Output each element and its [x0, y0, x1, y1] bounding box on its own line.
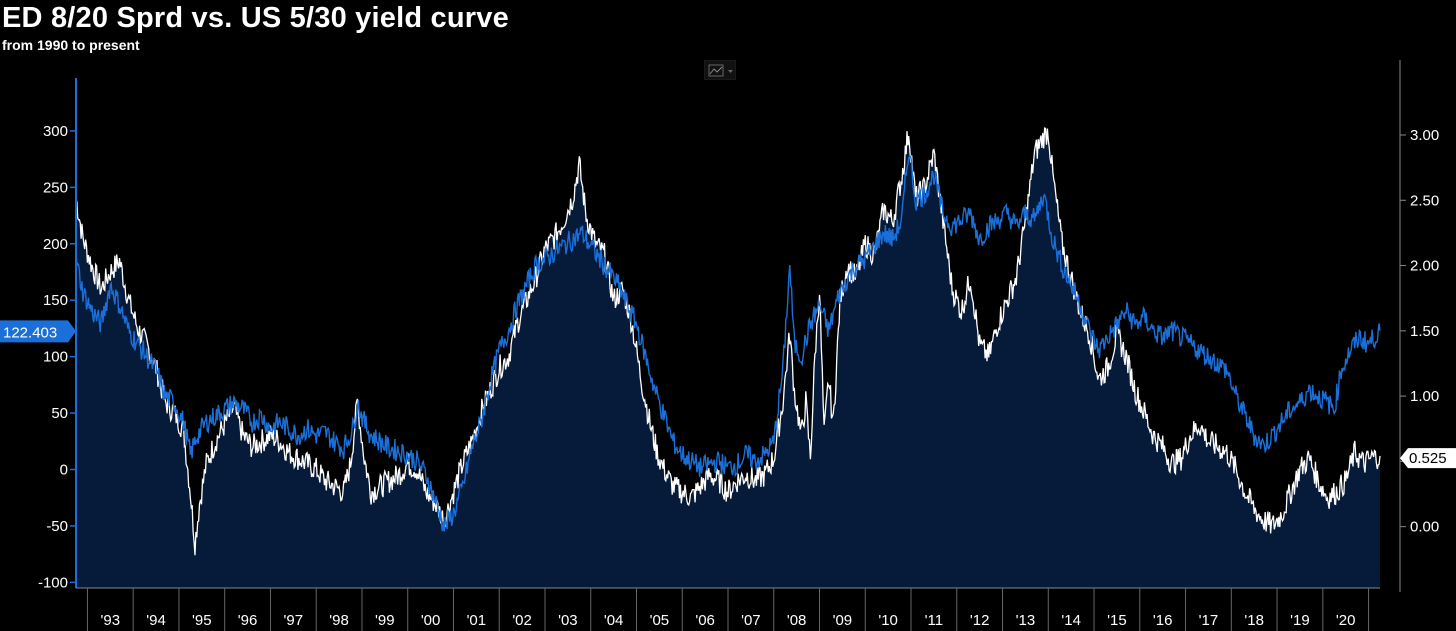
left-tick-label: 150 [43, 292, 68, 309]
x-tick-label: '12 [970, 612, 990, 629]
right-tick-label: 0.00 [1410, 519, 1439, 536]
x-tick-label: '06 [695, 612, 715, 629]
left-tick-label: 300 [43, 123, 68, 140]
plot-area [76, 128, 1380, 588]
x-tick-label: '07 [741, 612, 761, 629]
chart-subtitle: from 1990 to present [2, 37, 140, 53]
x-tick-label: '20 [1336, 612, 1356, 629]
last-value-badge-right [1400, 448, 1456, 469]
right-tick-label: 2.00 [1410, 258, 1439, 275]
x-tick-label: '13 [1016, 612, 1036, 629]
x-tick-label: '02 [512, 612, 532, 629]
last-value-label-right: 0.525 [1409, 450, 1447, 467]
x-tick-label: '00 [421, 612, 441, 629]
right-tick-label: 1.00 [1410, 388, 1439, 405]
left-tick-label: 0 [60, 461, 68, 478]
x-tick-label: '10 [878, 612, 898, 629]
chart-type-button[interactable] [704, 60, 736, 80]
x-tick-label: '05 [650, 612, 670, 629]
last-value-label-left: 122.403 [3, 324, 57, 341]
x-tick-label: '17 [1199, 612, 1219, 629]
left-tick-label: 100 [43, 349, 68, 366]
series-line-yield-curve [75, 154, 1381, 532]
x-tick-label: '19 [1290, 612, 1310, 629]
line-chart-icon [708, 64, 733, 77]
x-tick-label: '11 [925, 612, 943, 629]
x-tick-label: '14 [1061, 612, 1081, 629]
left-tick-label: -100 [38, 574, 68, 591]
x-tick-label: '08 [787, 612, 807, 629]
chart-title: ED 8/20 Sprd vs. US 5/30 yield curve [2, 2, 509, 34]
chevron-down-icon [728, 70, 733, 73]
x-tick-label: '99 [375, 612, 395, 629]
left-tick-label: 200 [43, 236, 68, 253]
x-tick-label: '18 [1244, 612, 1264, 629]
left-tick-label: -50 [46, 518, 68, 535]
x-tick-label: '95 [192, 612, 212, 629]
x-tick-label: '98 [329, 612, 349, 629]
x-tick-label: '93 [101, 612, 121, 629]
x-tick-label: '16 [1153, 612, 1173, 629]
x-tick-label: '94 [146, 612, 166, 629]
x-tick-label: '97 [284, 612, 304, 629]
x-tick-label: '09 [833, 612, 853, 629]
x-tick-label: '04 [604, 612, 624, 629]
right-tick-label: 1.50 [1410, 323, 1439, 340]
x-tick-label: '15 [1107, 612, 1127, 629]
x-tick-label: '03 [558, 612, 578, 629]
x-tick-label: '01 [467, 612, 487, 629]
right-tick-label: 2.50 [1410, 192, 1439, 209]
x-tick-label: '96 [238, 612, 258, 629]
right-tick-label: 3.00 [1410, 127, 1439, 144]
last-value-badge-left [0, 320, 76, 343]
left-tick-label: 50 [51, 405, 68, 422]
left-tick-label: 250 [43, 179, 68, 196]
series-line-ed-spread [75, 127, 1381, 556]
series-area-fill [76, 128, 1380, 588]
